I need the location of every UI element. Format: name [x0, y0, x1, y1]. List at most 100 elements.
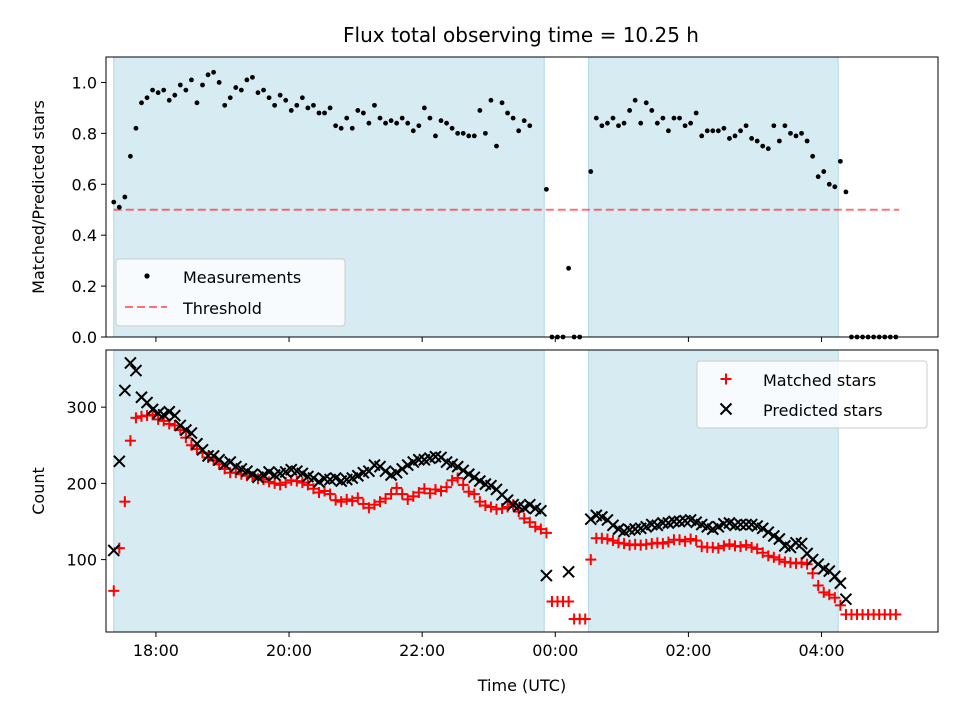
data-point: [305, 105, 311, 111]
data-point-b: [190, 437, 204, 450]
data-point: [688, 120, 694, 126]
data-point: [302, 479, 314, 491]
data-point: [776, 138, 782, 144]
x-tick-label: 00:00: [532, 641, 578, 660]
data-point-b: [440, 455, 453, 469]
legend-marker-matched: [720, 373, 732, 385]
x-tick-label: 04:00: [798, 641, 844, 660]
data-point: [485, 501, 497, 513]
legend: Measurements Threshold: [115, 258, 346, 327]
data-point: [815, 174, 821, 180]
data-point: [746, 541, 758, 553]
data-point: [139, 100, 144, 106]
data-point: [738, 128, 743, 134]
data-point-b: [445, 458, 459, 471]
data-point: [144, 95, 150, 101]
y-tick-label: 0.0: [72, 328, 97, 347]
data-point: [621, 120, 627, 126]
data-point: [510, 115, 516, 121]
data-point: [793, 133, 799, 139]
data-point: [812, 580, 824, 592]
data-point: [667, 515, 681, 528]
data-point: [158, 415, 170, 427]
x-axis-label: Time (UTC): [477, 676, 566, 695]
data-point: [643, 100, 649, 106]
data-point: [201, 449, 215, 463]
data-point: [579, 613, 591, 625]
data-point: [294, 102, 300, 108]
data-point: [216, 80, 222, 85]
data-point: [834, 599, 846, 611]
data-point: [463, 486, 475, 498]
data-point-b: [207, 449, 220, 463]
data-point: [527, 123, 533, 129]
data-point: [338, 125, 344, 131]
axes-frame: [105, 349, 939, 633]
x-tick-label: 22:00: [399, 641, 445, 660]
data-point: [150, 87, 155, 93]
data-point-b: [512, 500, 525, 513]
data-point: [274, 479, 286, 491]
data-point: [402, 493, 414, 505]
data-point: [460, 130, 466, 136]
data-point: [133, 125, 139, 131]
data-point: [588, 169, 594, 174]
legend: Matched stars Predicted stars: [696, 360, 928, 429]
data-point-b: [107, 544, 120, 557]
data-point: [727, 136, 732, 141]
data-point-b: [645, 518, 658, 531]
data-point-b: [201, 449, 215, 463]
data-point-b: [834, 577, 847, 590]
data-point-b: [767, 529, 781, 543]
data-point: [762, 525, 775, 539]
data-point: [563, 596, 575, 608]
data-point: [207, 449, 220, 463]
data-point: [322, 110, 327, 116]
data-point: [479, 499, 491, 511]
data-point: [119, 496, 131, 508]
data-point: [666, 128, 671, 134]
data-point-b: [468, 471, 481, 484]
data-point: [330, 494, 342, 506]
legend-label: Predicted stars: [763, 401, 883, 420]
data-point: [233, 85, 239, 90]
data-point: [751, 543, 763, 555]
data-point: [829, 592, 841, 604]
data-point: [771, 123, 777, 129]
data-point-b: [506, 498, 520, 511]
data-point: [124, 356, 137, 370]
data-point: [723, 538, 735, 550]
data-point-b: [839, 593, 853, 606]
data-point: [277, 92, 283, 98]
data-point: [839, 593, 853, 606]
data-point: [444, 120, 449, 126]
data-point-b: [612, 522, 625, 536]
data-point: [183, 87, 189, 93]
data-point: [765, 146, 771, 152]
data-point: [372, 102, 377, 108]
data-point-b: [140, 396, 154, 409]
data-point: [499, 100, 505, 106]
data-point: [455, 130, 461, 136]
bottom-panel: 18:00 20:00 22:00 00:00 02:00 04:00 100 200 300 C…: [29, 349, 939, 695]
data-point: [261, 87, 266, 93]
data-point: [734, 518, 747, 531]
data-point: [299, 95, 305, 101]
data-point-b: [789, 536, 803, 550]
data-point: [735, 541, 747, 553]
data-point: [396, 488, 408, 500]
data-point: [355, 108, 361, 113]
data-point-b: [285, 463, 298, 476]
data-point: [804, 138, 810, 144]
data-point: [122, 194, 128, 200]
data-point: [754, 138, 760, 144]
data-point: [435, 485, 447, 497]
data-point-b: [828, 570, 842, 583]
data-point: [721, 125, 727, 131]
data-point: [146, 403, 159, 416]
data-point: [161, 87, 167, 93]
data-point-b: [390, 466, 403, 479]
data-point: [627, 108, 633, 113]
data-point: [177, 82, 183, 88]
